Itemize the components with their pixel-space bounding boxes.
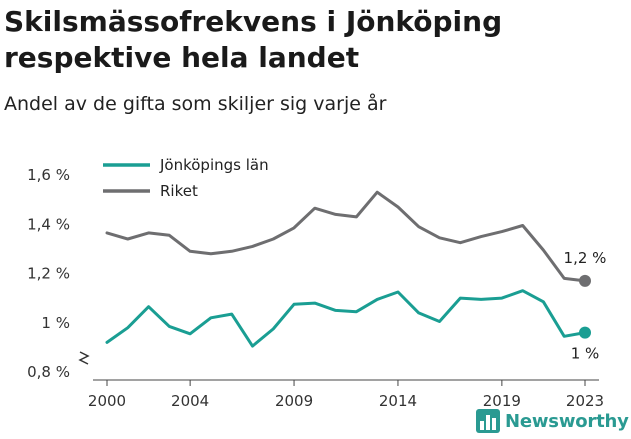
series-end-label: 1 % (571, 345, 600, 363)
y-tick-label: 1,4 % (27, 215, 70, 233)
y-tick-label: 0,8 % (27, 363, 70, 381)
y-tick-label: 1,2 % (27, 265, 70, 283)
series-end-label: 1,2 % (564, 249, 607, 267)
bar-chart-logo-icon (476, 409, 500, 433)
y-tick-label: 1 % (41, 314, 70, 332)
x-tick-label: 2004 (171, 392, 209, 410)
legend-label: Riket (160, 182, 198, 200)
chart-title: Skilsmässofrekvens i Jönköping respektiv… (4, 5, 503, 74)
brand-name: Newsworthy (505, 410, 629, 432)
y-tick-label: 1,6 % (27, 166, 70, 184)
x-tick-label: 2014 (379, 392, 417, 410)
series-end-point (579, 274, 591, 287)
series-end-point (579, 326, 591, 339)
legend-label: Jönköpings län (159, 156, 269, 174)
x-tick-label: 2023 (566, 392, 604, 410)
x-tick-label: 2009 (275, 392, 313, 410)
axis-break-icon (78, 351, 90, 365)
series-line-jonkoping (105, 289, 587, 348)
chart-subtitle: Andel av de gifta som skiljer sig varje … (4, 93, 387, 115)
x-tick-label: 2000 (88, 392, 126, 410)
x-tick-label: 2019 (483, 392, 521, 410)
series-line-riket (105, 190, 587, 283)
newsworthy-logo: Newsworthy (475, 408, 629, 434)
